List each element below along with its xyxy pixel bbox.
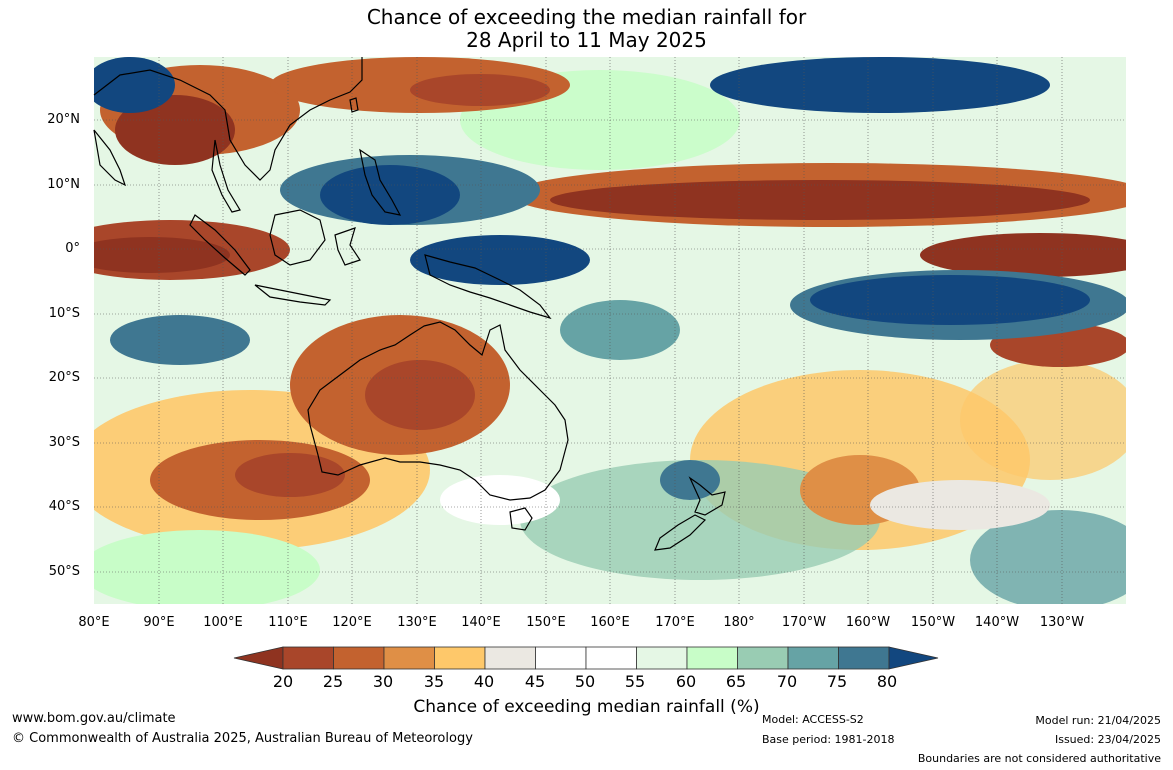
lon-label-90e: 90°E — [143, 615, 175, 630]
lon-label-130e: 130°E — [397, 615, 437, 630]
colorbar-tick-70: 70 — [776, 672, 798, 691]
colorbar-title: Chance of exceeding median rainfall (%) — [413, 697, 760, 717]
model-run-date: Model run: 21/04/2025 — [1035, 714, 1161, 727]
colorbar-tick-45: 45 — [524, 672, 546, 691]
lat-label-10s: 10°S — [48, 306, 80, 321]
colorbar-tick-50: 50 — [574, 672, 596, 691]
base-period: Base period: 1981-2018 — [762, 733, 895, 746]
colorbar-tick-80: 80 — [876, 672, 898, 691]
tasmania-outline — [509, 507, 533, 531]
colorbar-tick-30: 30 — [372, 672, 394, 691]
colorbar-segment — [737, 646, 789, 670]
philippines-outline — [359, 148, 402, 216]
sulawesi-outline — [334, 227, 361, 266]
malay-peninsula-outline — [211, 139, 241, 213]
colorbar-segment — [686, 646, 738, 670]
colorbar-segment — [636, 646, 688, 670]
map-title-line-1: Chance of exceeding the median rainfall … — [366, 5, 807, 29]
colorbar-tick-25: 25 — [322, 672, 344, 691]
new-zealand-north-outline — [688, 476, 726, 516]
rainfall-map — [93, 57, 1126, 604]
australia-outline — [307, 321, 569, 501]
colorbar-tick-60: 60 — [675, 672, 697, 691]
mainland-asia-outline — [93, 57, 363, 181]
colorbar-tick-65: 65 — [725, 672, 747, 691]
colorbar-segment — [383, 646, 435, 670]
colorbar-segment — [535, 646, 587, 670]
new-guinea-outline — [424, 254, 552, 320]
issued-date: Issued: 23/04/2025 — [1054, 733, 1161, 746]
lon-label-120e: 120°E — [332, 615, 372, 630]
map-field — [94, 57, 1126, 604]
lon-label-160e: 160°E — [590, 615, 630, 630]
boundaries-disclaimer: Boundaries are not considered authoritat… — [917, 752, 1161, 765]
website-link[interactable]: www.bom.gov.au/climate — [12, 711, 176, 726]
lon-label-100e: 100°E — [203, 615, 243, 630]
colorbar-tick-20: 20 — [272, 672, 294, 691]
java-outline — [254, 284, 332, 306]
map-title-line-2: 28 April to 11 May 2025 — [466, 28, 707, 52]
colorbar-tick-75: 75 — [826, 672, 848, 691]
colorbar-tick-55: 55 — [624, 672, 646, 691]
lat-label-30s: 30°S — [48, 435, 80, 450]
lat-label-10n: 10°N — [47, 177, 80, 192]
colorbar-segment — [282, 646, 334, 670]
lon-label-80e: 80°E — [78, 615, 110, 630]
lat-label-20n: 20°N — [47, 112, 80, 127]
taiwan-outline — [349, 97, 359, 113]
colorbar-segment — [585, 646, 637, 670]
colorbar-segment — [434, 646, 486, 670]
model-name: Model: ACCESS-S2 — [762, 713, 864, 726]
lat-label-0: 0° — [65, 241, 80, 256]
colorbar — [233, 646, 939, 670]
copyright-text: © Commonwealth of Australia 2025, Austra… — [12, 731, 473, 746]
colorbar-segment — [838, 646, 890, 670]
colorbar-over-arrow — [888, 646, 939, 670]
colorbar-segment — [787, 646, 839, 670]
lon-label-180: 180° — [723, 615, 755, 630]
coastlines — [93, 57, 726, 551]
borneo-outline — [269, 209, 326, 266]
colorbar-tick-40: 40 — [473, 672, 495, 691]
new-zealand-south-outline — [654, 514, 707, 551]
lon-label-150w: 150°W — [910, 615, 956, 630]
colorbar-segments — [282, 646, 890, 670]
colorbar-segment — [484, 646, 536, 670]
lat-label-40s: 40°S — [48, 499, 80, 514]
lat-label-20s: 20°S — [48, 370, 80, 385]
colorbar-segment — [333, 646, 385, 670]
lon-label-140e: 140°E — [461, 615, 501, 630]
lat-label-50s: 50°S — [48, 564, 80, 579]
lon-label-160w: 160°W — [845, 615, 891, 630]
colorbar-under-arrow — [233, 646, 284, 670]
india-outline — [93, 129, 127, 187]
lon-label-150e: 150°E — [526, 615, 566, 630]
lon-label-170w: 170°W — [781, 615, 827, 630]
lon-label-130w: 130°W — [1039, 615, 1085, 630]
sumatra-outline — [189, 214, 251, 276]
lon-label-140w: 140°W — [974, 615, 1020, 630]
lon-label-110e: 110°E — [268, 615, 308, 630]
colorbar-tick-35: 35 — [423, 672, 445, 691]
lon-label-170e: 170°E — [655, 615, 695, 630]
